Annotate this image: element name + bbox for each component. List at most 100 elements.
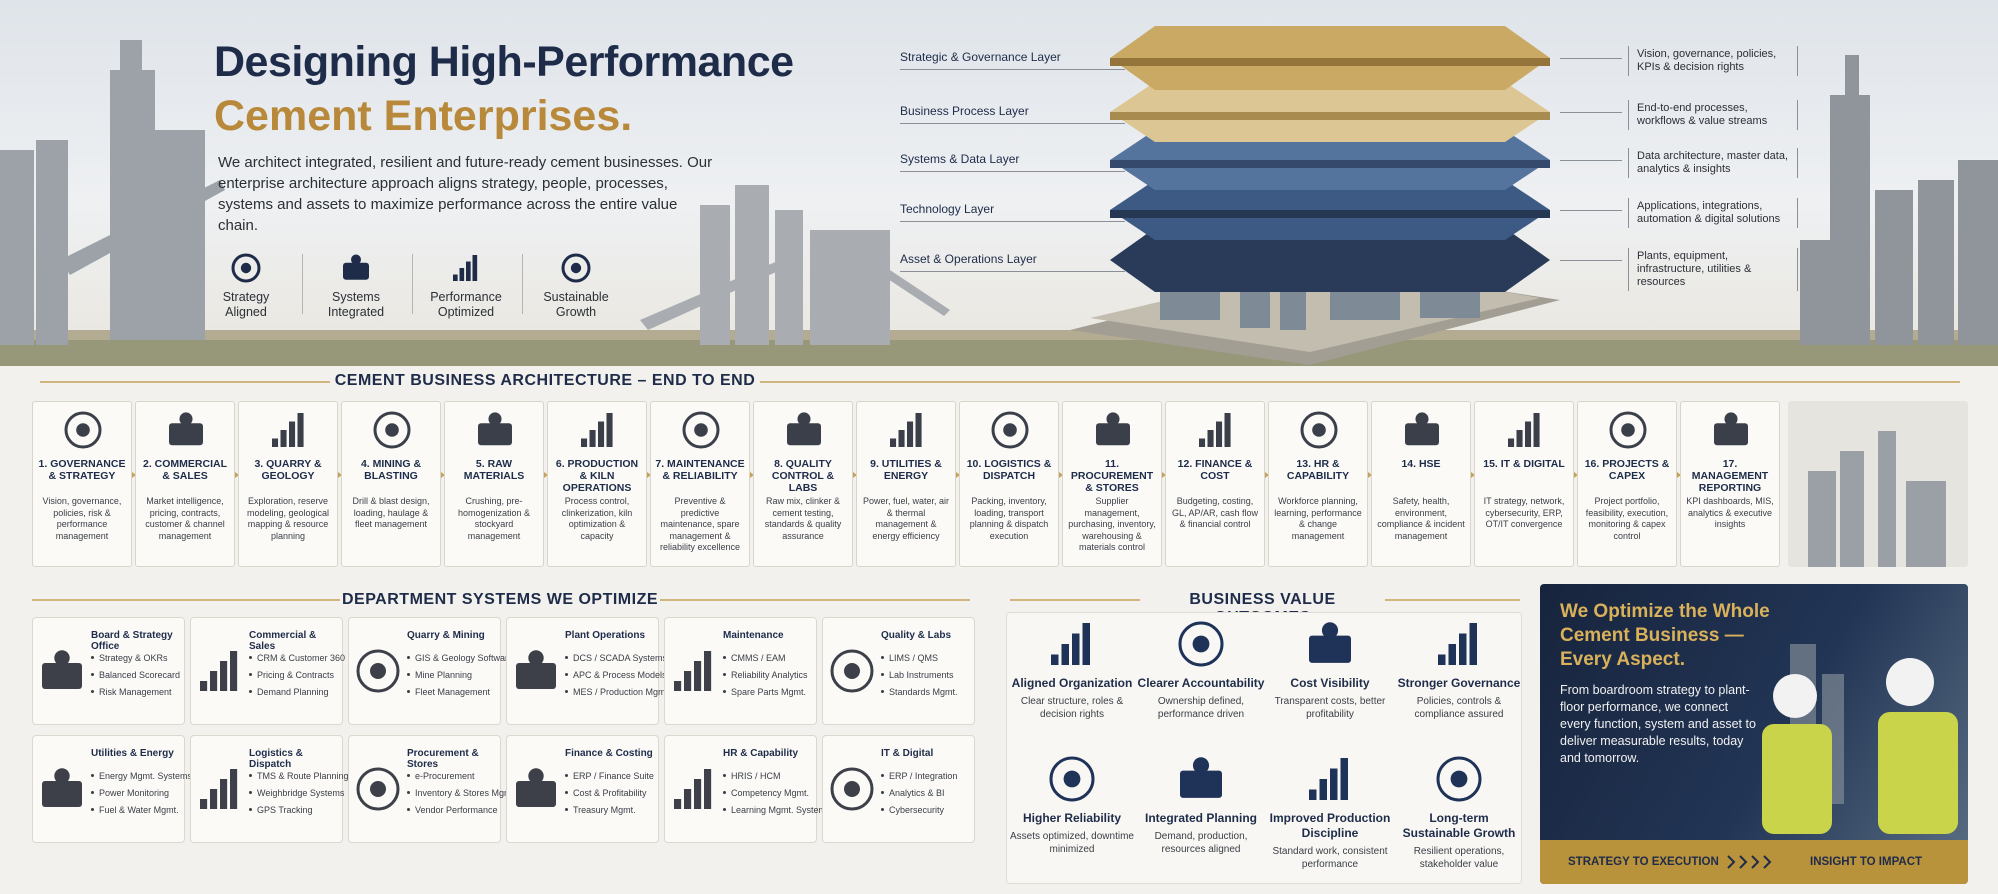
- department-item: TMS & Route Planning: [249, 768, 349, 785]
- department-item: GPS Tracking: [249, 802, 340, 819]
- icon-shape: [684, 671, 692, 691]
- outcome-title: Integrated Planning: [1144, 811, 1257, 825]
- icon-shape: [230, 651, 238, 691]
- bullet: [91, 673, 94, 677]
- department-card: Logistics & Dispatch TMS & Route Planning…: [190, 735, 349, 843]
- layer-stack: [1070, 26, 1560, 365]
- department-card: Quality & Labs LIMS / QMS Lab Instruments S…: [822, 617, 975, 725]
- layer-name: Strategic & Governance Layer: [900, 50, 1125, 70]
- icon-shape: [1049, 756, 1095, 802]
- icon-shape: [674, 799, 682, 809]
- department-card: HR & Capability HRIS / HCM Competency Mgmt…: [664, 735, 826, 843]
- icon: [200, 651, 238, 691]
- icon-shape: [1309, 789, 1317, 800]
- icon: [356, 649, 400, 693]
- department-item-text: Analytics & BI: [889, 788, 945, 798]
- icon-shape: [830, 767, 874, 811]
- icon-shape: [606, 413, 613, 447]
- layer-connector: [1560, 58, 1622, 59]
- step-card: 5. RAW MATERIALS Crushing, pre-homogeniza…: [444, 401, 544, 567]
- icon-shape: [54, 650, 70, 666]
- outcomes-rule: [1010, 599, 1520, 601]
- title-line-1: Designing High-Performance: [214, 38, 794, 86]
- department-list: Energy Mgmt. Systems Power Monitoring Fuel…: [91, 768, 192, 819]
- bullet: [249, 774, 252, 778]
- outcome-description: Resilient operations, stakeholder value: [1413, 846, 1505, 870]
- icon-shape: [466, 261, 471, 281]
- icon: [373, 411, 411, 449]
- icon-shape: [1309, 635, 1351, 663]
- step-description: Workforce planning, learning, performanc…: [1274, 496, 1362, 541]
- department-item: Competency Mgmt.: [723, 785, 814, 802]
- icon-shape: [1340, 758, 1348, 800]
- bullet: [881, 774, 884, 778]
- badge-divider: [302, 254, 303, 314]
- layer-description: Plants, equipment, infrastructure, utili…: [1628, 248, 1798, 291]
- icon: [356, 767, 400, 811]
- step-card: 12. FINANCE & COST Budgeting, costing, GL…: [1165, 401, 1265, 567]
- step-title: 3. QUARRY & GEOLOGY: [254, 458, 322, 482]
- bullet: [723, 808, 726, 812]
- icon: [1051, 623, 1090, 665]
- department-item: Cost & Profitability: [565, 785, 656, 802]
- bullet: [881, 690, 884, 694]
- icon: [272, 413, 304, 447]
- icon-shape: [210, 789, 218, 809]
- bullet: [881, 673, 884, 677]
- icon-shape: [1061, 644, 1069, 665]
- bullet: [249, 690, 252, 694]
- step-description: Exploration, reserve modeling, geologica…: [246, 496, 330, 541]
- department-item: Power Monitoring: [91, 785, 182, 802]
- department-card: IT & Digital ERP / Integration Analytics &…: [822, 735, 975, 843]
- title-line-2: Cement Enterprises.: [214, 92, 633, 140]
- icon: [1180, 757, 1222, 798]
- badge-label: Systems Integrated: [327, 290, 385, 319]
- step-description: Packing, inventory, loading, transport p…: [969, 496, 1049, 541]
- step-description: Market intelligence, pricing, contracts,…: [145, 496, 225, 541]
- department-item-text: Mine Planning: [415, 670, 473, 680]
- department-card: Utilities & Energy Energy Mgmt. Systems Po…: [32, 735, 192, 843]
- department-card: Finance & Costing ERP / Finance Suite Cost…: [506, 735, 659, 843]
- bullet: [723, 791, 726, 795]
- department-item: MES / Production Mgmt.: [565, 684, 671, 701]
- department-item-text: Competency Mgmt.: [731, 788, 810, 798]
- department-item-text: Fleet Management: [415, 687, 491, 697]
- bullet: [881, 656, 884, 660]
- icon-shape: [169, 423, 203, 446]
- icon-shape: [351, 254, 361, 265]
- icon-shape: [1096, 423, 1130, 446]
- department-title: Board & Strategy Office: [91, 630, 173, 652]
- badge: Strategy Aligned: [192, 252, 300, 320]
- step-description: Crushing, pre-homogenization & stockyard…: [457, 496, 531, 541]
- icon: [674, 651, 712, 691]
- outcome: Cost Visibility Transparent costs, better…: [1266, 620, 1394, 721]
- outcome-description: Assets optimized, downtime minimized: [1010, 831, 1134, 855]
- department-item-text: APC & Process Models: [573, 670, 667, 680]
- outcome-title: Cost Visibility: [1290, 676, 1370, 690]
- department-title: Finance & Costing: [565, 748, 653, 759]
- step-card: 17. MANAGEMENT REPORTING KPI dashboards, …: [1680, 401, 1780, 567]
- department-item: APC & Process Models: [565, 667, 667, 684]
- icon-shape: [1063, 770, 1081, 788]
- step-description: Drill & blast design, loading, haulage &…: [352, 496, 430, 529]
- icon-shape: [589, 430, 596, 447]
- icon-shape: [684, 789, 692, 809]
- department-card: Board & Strategy Office Strategy & OKRs Ba…: [32, 617, 185, 725]
- department-item: Balanced Scorecard: [91, 667, 182, 684]
- department-title: Commercial & Sales: [249, 630, 317, 652]
- icon-shape: [528, 650, 544, 666]
- icon-shape: [890, 438, 897, 447]
- plant-thumbnail: [1788, 401, 1968, 567]
- step-title: 8. QUALITY CONTROL & LABS: [771, 458, 835, 494]
- department-item: CRM & Customer 360: [249, 650, 345, 667]
- bullet: [881, 791, 884, 795]
- bullet: [723, 690, 726, 694]
- department-item: Analytics & BI: [881, 785, 972, 802]
- badge: Sustainable Growth: [522, 252, 630, 320]
- department-item: Learning Mgmt. System: [723, 802, 826, 819]
- icon-shape: [1207, 430, 1214, 447]
- promo-footer-left: STRATEGY TO EXECUTION: [1568, 856, 1719, 868]
- icon-shape: [844, 663, 860, 679]
- department-list: Strategy & OKRs Balanced Scorecard Risk Ma…: [91, 650, 182, 701]
- icon-shape: [1224, 413, 1231, 447]
